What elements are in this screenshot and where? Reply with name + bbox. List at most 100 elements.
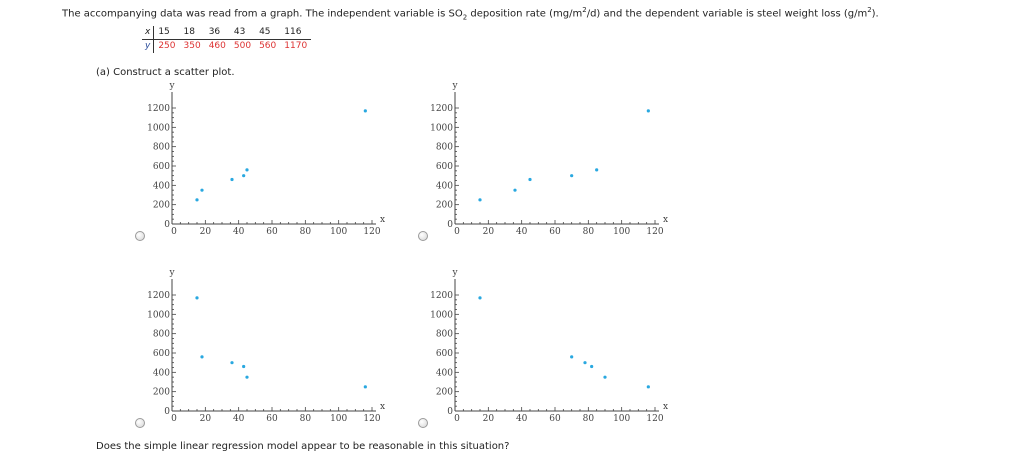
intro-text-3: /d) and the dependent variable is steel … [586, 8, 868, 20]
y-cell: 560 [259, 41, 277, 51]
x-tick-label: 80 [583, 227, 595, 237]
y-tick-label: 400 [153, 368, 170, 378]
y-cell: 1170 [284, 41, 308, 51]
x-tick-label: 40 [233, 414, 245, 424]
x-tick-label: 20 [483, 414, 495, 424]
x-tick-label: 0 [454, 414, 460, 424]
scatter-point [478, 198, 482, 202]
y-tick-label: 1000 [430, 123, 453, 133]
x-tick-label: 100 [613, 227, 630, 237]
scatter-point [200, 355, 204, 359]
intro-text-4: ). [871, 8, 879, 20]
scatter-point [242, 364, 246, 369]
x-cell: 45 [255, 26, 281, 40]
intro-text-1: The accompanying data was read from a gr… [62, 8, 463, 20]
scatter-point [595, 168, 599, 172]
y-tick-label: 200 [153, 201, 170, 211]
intro-text-2: deposition rate (mg/m [467, 8, 583, 20]
option-radio-top-left[interactable] [135, 231, 145, 241]
x-tick-label: 40 [516, 414, 528, 424]
x-tick-label: 0 [171, 227, 177, 237]
scatter-point [363, 385, 367, 389]
y-tick-label: 1200 [147, 291, 170, 301]
scatter-point [195, 296, 199, 300]
y-tick-label: 1200 [147, 104, 170, 114]
scatter-point [200, 188, 204, 192]
scatter-point [245, 375, 249, 379]
option-radio-top-right[interactable] [418, 231, 428, 241]
option-radio-bottom-right[interactable] [418, 418, 428, 428]
scatter-point [195, 198, 199, 202]
x-cell: 116 [280, 26, 312, 40]
x-tick-label: 80 [583, 414, 595, 424]
y-axis-label: y [168, 268, 175, 278]
x-tick-label: 20 [200, 227, 212, 237]
y-header: y [142, 39, 155, 53]
x-tick-label: 100 [330, 227, 347, 237]
y-tick-label: 400 [436, 181, 453, 191]
scatter-point [478, 296, 482, 300]
x-axis-label: x [663, 215, 668, 225]
x-tick-label: 120 [646, 227, 663, 237]
x-tick-label: 60 [549, 414, 561, 424]
y-tick-label: 800 [153, 330, 170, 340]
y-tick-label: 200 [153, 388, 170, 398]
x-axis-label: x [663, 402, 668, 412]
x-tick-label: 120 [646, 414, 663, 424]
x-tick-label: 20 [200, 414, 212, 424]
x-tick-label: 20 [483, 227, 495, 237]
x-tick-label: 60 [266, 227, 278, 237]
scatter-point [590, 364, 594, 369]
x-tick-label: 120 [363, 227, 380, 237]
x-axis-label: x [380, 215, 385, 225]
x-tick-label: 100 [613, 414, 630, 424]
x-header: x [142, 26, 155, 40]
scatter-point [230, 177, 234, 182]
y-tick-label: 800 [153, 143, 170, 153]
y-tick-label: 1200 [430, 104, 453, 114]
data-table-y-row: y 250 350 460 500 560 1170 [142, 39, 311, 53]
y-tick-label: 1200 [430, 291, 453, 301]
y-cell: 500 [233, 41, 252, 51]
y-axis-label: y [451, 268, 458, 278]
x-tick-label: 60 [266, 414, 278, 424]
y-tick-label: 600 [436, 162, 453, 172]
x-tick-label: 60 [549, 227, 561, 237]
y-axis-label: y [451, 81, 458, 91]
y-tick-label: 0 [164, 407, 170, 417]
y-tick-label: 200 [436, 201, 453, 211]
y-tick-label: 600 [436, 349, 453, 359]
scatter-point [528, 177, 532, 182]
y-cell: 460 [208, 41, 226, 51]
scatter-point [513, 188, 517, 192]
intro-superscript-2: 2 [867, 6, 872, 14]
x-cell: 18 [179, 26, 205, 40]
scatter-point [242, 174, 246, 178]
intro-superscript-1: 2 [582, 6, 587, 14]
intro-subscript: 2 [462, 13, 468, 22]
part-a-label: (a) Construct a scatter plot. [96, 67, 235, 78]
y-tick-label: 800 [436, 143, 453, 153]
scatter-point [646, 385, 650, 389]
x-cell: 15 [153, 26, 180, 40]
y-tick-label: 0 [164, 220, 170, 230]
x-tick-label: 100 [330, 414, 347, 424]
y-tick-label: 600 [153, 349, 170, 359]
x-cell: 36 [204, 26, 230, 40]
y-tick-label: 1000 [430, 310, 453, 320]
y-tick-label: 0 [447, 407, 453, 417]
y-tick-label: 600 [153, 162, 170, 172]
option-radio-bottom-left[interactable] [135, 418, 145, 428]
y-tick-label: 0 [447, 220, 453, 230]
regression-question: Does the simple linear regression model … [96, 441, 510, 452]
y-tick-label: 1000 [147, 310, 170, 320]
y-tick-label: 400 [153, 181, 170, 191]
scatter-point [570, 355, 574, 359]
x-tick-label: 0 [171, 414, 177, 424]
y-cell: 350 [183, 41, 201, 51]
y-tick-label: 400 [436, 368, 453, 378]
scatter-point [230, 361, 234, 365]
